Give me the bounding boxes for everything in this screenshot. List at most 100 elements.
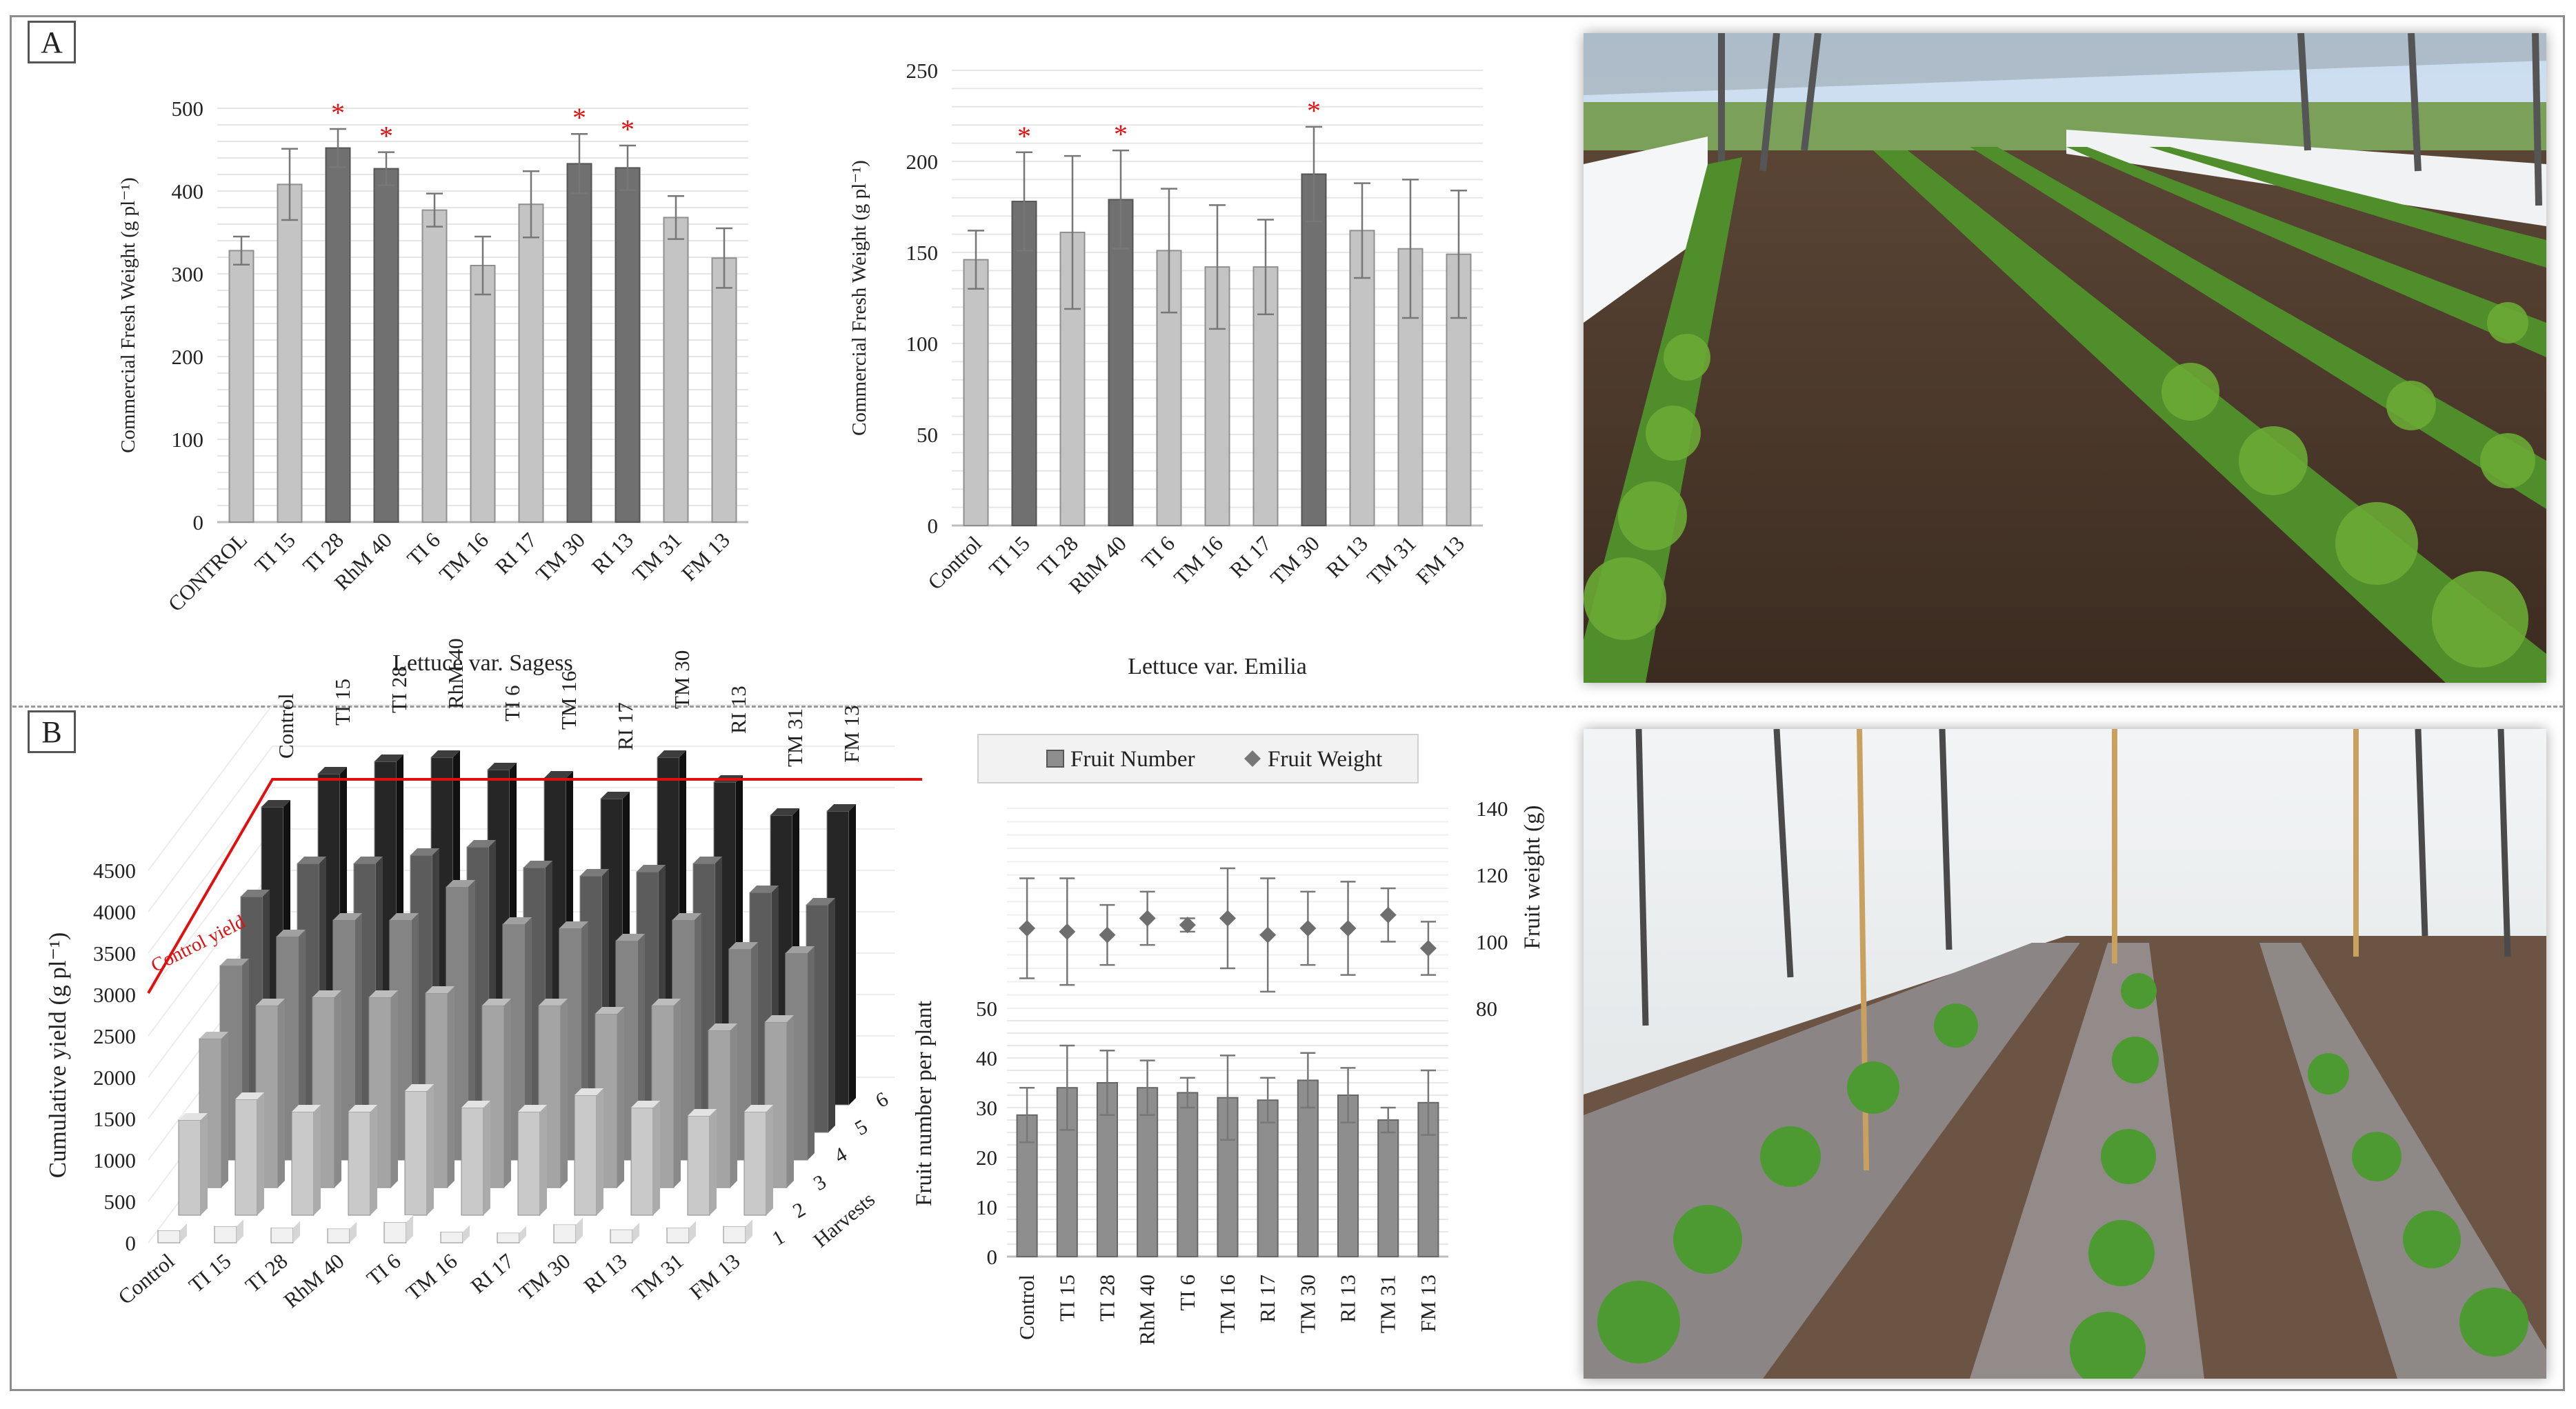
legend-swatch-bar bbox=[1046, 750, 1064, 768]
bar-top bbox=[277, 930, 306, 937]
y-axis-title: Fruit number per plant bbox=[912, 1001, 937, 1206]
bar-side bbox=[355, 913, 362, 1160]
bar-side bbox=[427, 1084, 434, 1215]
bar-side bbox=[391, 990, 398, 1188]
y-axis-title: Commercial Fresh Weight (g pl⁻¹) bbox=[117, 177, 139, 453]
y2-tick-label: 140 bbox=[1476, 797, 1508, 821]
y-tick-label: 40 bbox=[976, 1046, 997, 1070]
x-tick-label: RI 17 bbox=[1255, 1275, 1279, 1323]
bar-side bbox=[463, 1225, 470, 1243]
y-tick-label: 2500 bbox=[93, 1024, 136, 1048]
legend-swatch-point bbox=[1244, 750, 1261, 767]
bar-top bbox=[384, 1215, 413, 1222]
significance-mark: * bbox=[1017, 121, 1031, 152]
weight-point bbox=[1019, 920, 1036, 937]
significance-mark: * bbox=[379, 121, 393, 152]
control-yield-line bbox=[147, 778, 922, 995]
gridline bbox=[148, 746, 273, 912]
bar-top bbox=[765, 1015, 794, 1022]
x-tick-label: FM 13 bbox=[1416, 1275, 1440, 1332]
bar-side bbox=[519, 1226, 526, 1243]
significance-mark: * bbox=[331, 97, 345, 128]
bar-side bbox=[689, 1221, 696, 1243]
y-axis-title: Commercial Fresh Weight (g pl⁻¹) bbox=[848, 160, 870, 436]
bar-top bbox=[770, 808, 799, 815]
bar-top bbox=[672, 913, 701, 920]
bar-top bbox=[688, 1109, 717, 1116]
legend-label: Fruit Number bbox=[1070, 747, 1195, 772]
y-tick-label: 100 bbox=[172, 428, 204, 452]
y-tick-label: 3500 bbox=[93, 941, 136, 966]
bar bbox=[1377, 1119, 1399, 1257]
bar-side bbox=[828, 898, 835, 1132]
bar bbox=[1301, 173, 1327, 526]
y2-tick-label: 100 bbox=[1476, 930, 1508, 954]
bar-top bbox=[390, 913, 419, 920]
bar-top bbox=[539, 999, 568, 1006]
bar bbox=[178, 1119, 201, 1216]
bar-top bbox=[652, 999, 681, 1006]
bar-top bbox=[637, 865, 666, 872]
y-tick-label: 2000 bbox=[93, 1066, 136, 1090]
top-category-label: FM 13 bbox=[839, 705, 863, 763]
bar-top bbox=[271, 1221, 300, 1228]
weight-point bbox=[1379, 906, 1397, 923]
y2-tick-label: 120 bbox=[1476, 863, 1508, 888]
bar-top bbox=[554, 1217, 583, 1225]
bar-top bbox=[575, 1088, 603, 1095]
bar-side bbox=[468, 880, 475, 1160]
weight-point bbox=[1259, 926, 1277, 943]
top-category-label: TI 15 bbox=[330, 679, 355, 726]
bar bbox=[743, 1111, 767, 1216]
bar bbox=[1108, 199, 1134, 526]
bar-side bbox=[299, 930, 306, 1160]
top-category-label: TI 6 bbox=[500, 685, 524, 721]
bar-top bbox=[657, 750, 686, 757]
y-tick-label: 0 bbox=[928, 514, 939, 538]
bar-top bbox=[328, 1221, 357, 1229]
bar-side bbox=[808, 946, 815, 1160]
bar-top bbox=[375, 755, 403, 761]
bar-side bbox=[525, 917, 532, 1160]
bar-side bbox=[314, 1105, 321, 1215]
bar-top bbox=[488, 763, 517, 770]
bar bbox=[214, 1226, 237, 1243]
bar-top bbox=[446, 880, 475, 887]
bar-top bbox=[559, 921, 588, 928]
y2-tick-label: 80 bbox=[1476, 997, 1497, 1021]
bar-top bbox=[348, 1105, 377, 1112]
bar-side bbox=[335, 990, 341, 1188]
significance-mark: * bbox=[572, 102, 586, 133]
y-tick-label: 250 bbox=[906, 59, 939, 83]
bar-side bbox=[617, 1007, 624, 1188]
bar-top bbox=[729, 942, 758, 949]
bar bbox=[711, 257, 737, 523]
y-tick-label: 500 bbox=[104, 1190, 137, 1214]
bar bbox=[1257, 1099, 1279, 1257]
bar-top bbox=[827, 804, 856, 811]
bar-side bbox=[576, 1217, 583, 1243]
bar-side bbox=[350, 1221, 357, 1243]
bar-top bbox=[482, 999, 511, 1006]
bar bbox=[348, 1111, 371, 1216]
bar bbox=[421, 209, 448, 523]
y-tick-label: 0 bbox=[987, 1245, 998, 1269]
bar-side bbox=[849, 804, 856, 1105]
x-tick-label: TI 6 bbox=[1175, 1275, 1199, 1311]
bar-top bbox=[616, 934, 645, 941]
bar-top bbox=[241, 890, 270, 897]
bar-side bbox=[746, 1219, 752, 1243]
bar bbox=[1297, 1079, 1319, 1258]
bar-side bbox=[237, 1219, 243, 1243]
bar-top bbox=[312, 990, 341, 997]
y-tick-label: 30 bbox=[976, 1096, 997, 1120]
y-tick-label: 10 bbox=[976, 1195, 997, 1219]
panel-b-label: B bbox=[28, 710, 76, 753]
bar-top bbox=[580, 869, 609, 876]
bar-side bbox=[483, 1101, 490, 1215]
bar-side bbox=[653, 1101, 660, 1215]
bar bbox=[963, 259, 989, 526]
